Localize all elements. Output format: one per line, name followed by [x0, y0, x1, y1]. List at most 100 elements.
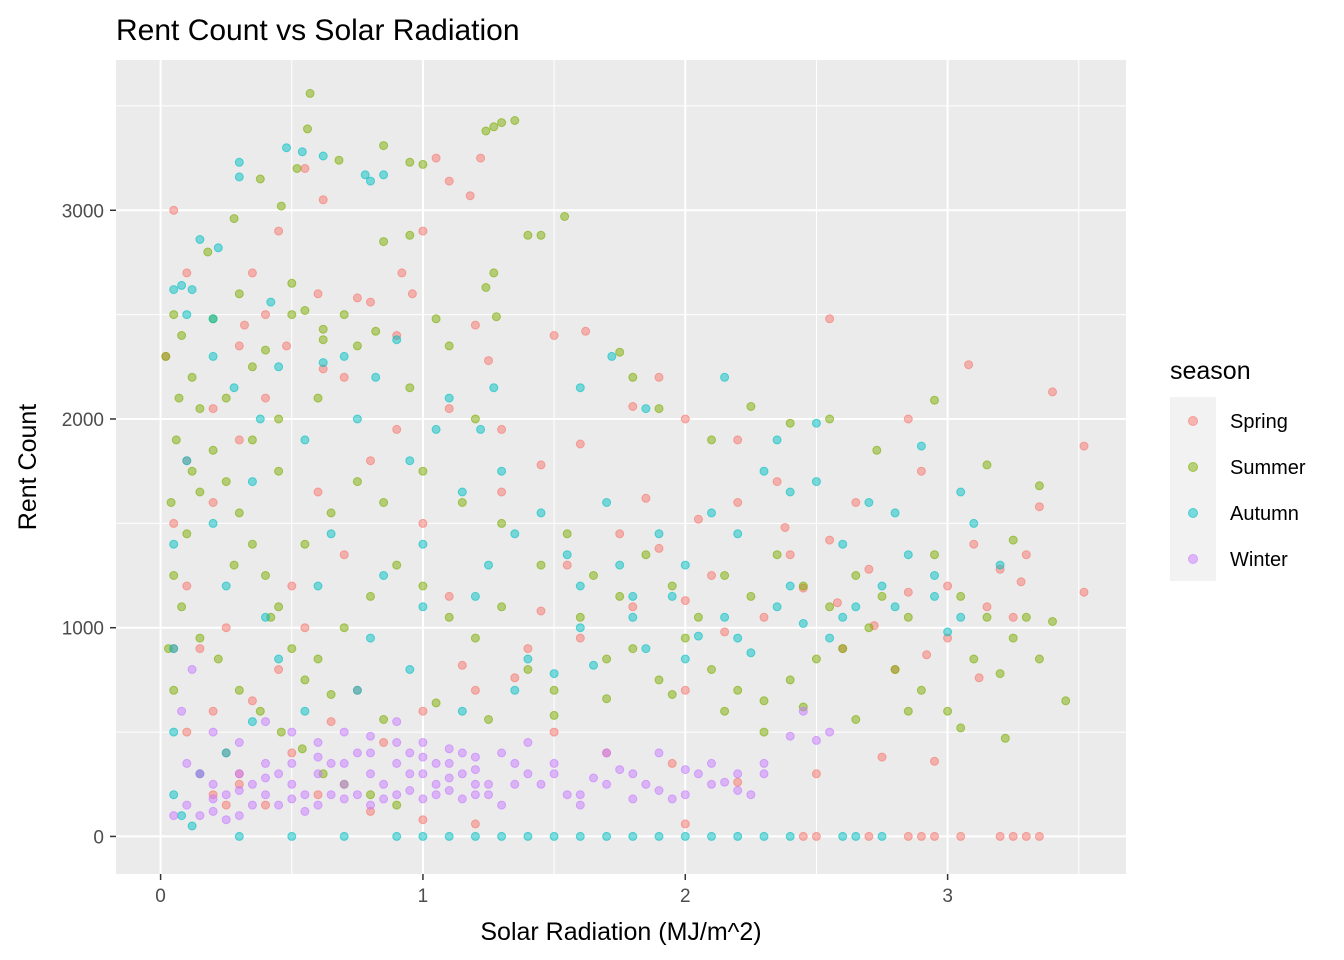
data-point	[313, 752, 323, 762]
data-point	[300, 623, 310, 633]
data-point	[287, 779, 297, 789]
data-point	[470, 685, 480, 695]
data-point	[536, 508, 546, 518]
data-point	[229, 560, 239, 570]
data-point	[274, 226, 284, 236]
data-point	[916, 831, 926, 841]
data-point	[510, 529, 520, 539]
data-point	[313, 393, 323, 403]
data-point	[720, 372, 730, 382]
data-point	[287, 310, 297, 320]
data-point	[470, 819, 480, 829]
data-point	[169, 644, 179, 654]
data-point	[470, 633, 480, 643]
data-point	[575, 633, 585, 643]
y-axis-ticks: 0 1000 2000 3000	[62, 201, 116, 848]
legend-title: season	[1170, 357, 1251, 385]
data-point	[1048, 617, 1057, 626]
data-point	[825, 414, 835, 424]
data-point	[169, 310, 179, 320]
data-point	[484, 356, 493, 366]
data-point	[234, 786, 244, 795]
data-point	[680, 685, 690, 695]
data-point	[759, 769, 769, 779]
data-point	[903, 550, 913, 560]
data-point	[1034, 481, 1044, 491]
data-point	[444, 404, 454, 414]
data-point	[465, 191, 475, 201]
data-point	[169, 811, 179, 821]
x-axis-title: Solar Radiation (MJ/m^2)	[480, 918, 761, 946]
data-point	[1008, 831, 1018, 841]
data-point	[641, 644, 651, 654]
x-tick-label: 2	[680, 886, 691, 907]
data-point	[785, 581, 795, 591]
data-point	[964, 360, 974, 370]
data-point	[177, 280, 187, 290]
data-point	[431, 153, 441, 163]
data-point	[247, 779, 257, 789]
data-point	[366, 633, 375, 643]
y-tick-label: 3000	[62, 201, 104, 222]
data-point	[877, 591, 887, 601]
data-point	[1061, 696, 1071, 706]
data-point	[549, 710, 559, 720]
data-point	[339, 623, 349, 633]
data-point	[811, 831, 821, 841]
data-point	[405, 748, 415, 758]
data-point	[903, 831, 913, 841]
data-point	[444, 341, 454, 351]
data-point	[707, 571, 716, 580]
data-point	[1034, 502, 1044, 512]
data-point	[589, 660, 598, 670]
data-point	[549, 758, 559, 768]
data-point	[575, 439, 585, 449]
data-point	[838, 644, 848, 654]
data-point	[247, 268, 257, 278]
data-point	[326, 529, 336, 539]
data-point	[182, 529, 192, 539]
data-point	[303, 124, 312, 134]
data-point	[602, 779, 612, 789]
data-point	[489, 268, 499, 278]
data-point	[431, 424, 441, 434]
data-point	[481, 126, 491, 136]
data-point	[297, 744, 307, 754]
data-point	[313, 738, 323, 747]
data-point	[825, 633, 835, 643]
data-point	[575, 831, 585, 841]
data-point	[444, 831, 454, 841]
data-point	[287, 748, 297, 758]
data-point	[457, 794, 467, 804]
data-point	[379, 738, 389, 747]
data-point	[667, 690, 677, 699]
data-point	[759, 612, 769, 622]
data-point	[339, 758, 349, 768]
data-point	[1008, 612, 1018, 622]
data-point	[195, 769, 205, 779]
data-point	[549, 685, 559, 695]
data-point	[229, 383, 239, 393]
data-point	[418, 794, 428, 804]
data-point	[903, 587, 913, 597]
data-point	[864, 831, 874, 841]
data-point	[489, 122, 499, 132]
data-point	[956, 723, 966, 733]
data-point	[746, 648, 756, 658]
data-point	[759, 696, 769, 706]
data-point	[798, 706, 808, 716]
data-point	[470, 591, 480, 601]
legend: season Spring Summer Autumn Winter	[1170, 357, 1306, 581]
data-point	[182, 456, 192, 466]
data-point	[418, 752, 428, 762]
data-point	[457, 660, 467, 670]
data-point	[654, 404, 664, 414]
data-point	[300, 306, 310, 315]
data-point	[607, 351, 617, 361]
data-point	[379, 170, 389, 180]
data-point	[360, 170, 370, 180]
data-point	[392, 800, 402, 810]
data-point	[221, 748, 231, 758]
data-point	[825, 314, 835, 324]
data-point	[366, 790, 375, 800]
